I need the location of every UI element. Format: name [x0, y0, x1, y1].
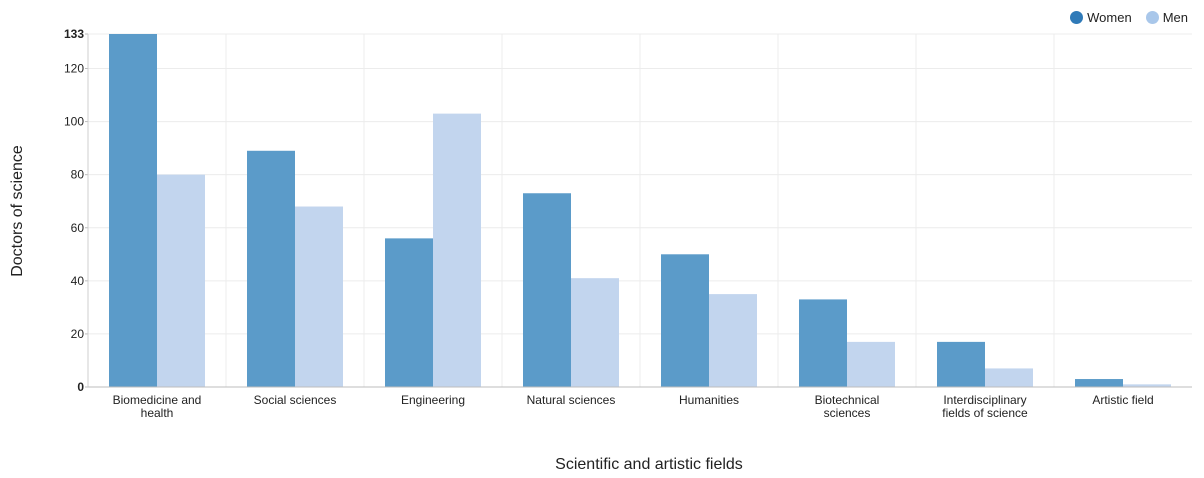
y-tick-label: 120	[64, 62, 84, 76]
legend-item-men[interactable]: Men	[1145, 10, 1188, 25]
y-tick-label: 20	[71, 327, 85, 341]
y-tick-label: 40	[71, 274, 85, 288]
bar-men[interactable]	[1123, 384, 1171, 387]
y-tick-label: 133	[64, 27, 84, 41]
bar-men[interactable]	[157, 174, 205, 387]
x-tick-label: Engineering	[401, 393, 465, 407]
y-axis: 0 20 40 60 80 100 120 133	[64, 27, 89, 394]
legend-swatch-women	[1070, 11, 1084, 24]
bar-women[interactable]	[799, 299, 847, 387]
legend-label-women: Women	[1087, 10, 1132, 25]
legend-swatch-men	[1145, 11, 1159, 24]
bar-men[interactable]	[847, 341, 895, 387]
bars-group	[109, 34, 1171, 388]
x-tick-label: Biomedicine and health	[113, 393, 202, 420]
bar-women[interactable]	[1075, 379, 1123, 387]
x-axis-title: Scientific and artistic fields	[555, 456, 743, 473]
bar-men[interactable]	[985, 368, 1033, 387]
y-tick-label: 60	[71, 221, 85, 235]
y-tick-label: 80	[71, 168, 85, 182]
x-tick-label: Humanities	[679, 393, 739, 407]
bar-women[interactable]	[937, 341, 985, 387]
bar-men[interactable]	[433, 113, 481, 388]
x-tick-label: Artistic field	[1092, 393, 1153, 407]
legend: Women Men	[1070, 10, 1188, 25]
x-tick-label: Biotechnical sciences	[815, 393, 880, 420]
bar-men[interactable]	[295, 206, 343, 387]
bar-women[interactable]	[661, 254, 709, 387]
bar-women[interactable]	[109, 34, 157, 387]
x-axis: Biomedicine and health Social sciences Engi…	[88, 386, 1192, 420]
y-axis-title: Doctors of science	[9, 145, 26, 277]
bar-women[interactable]	[523, 193, 571, 387]
x-tick-label: Social sciences	[254, 393, 337, 407]
bar-women[interactable]	[385, 238, 433, 387]
x-tick-label: Interdisciplinary fields of science	[942, 393, 1028, 420]
y-tick-label: 100	[64, 115, 84, 129]
bar-men[interactable]	[709, 294, 757, 387]
legend-item-women[interactable]: Women	[1070, 10, 1132, 25]
legend-label-men: Men	[1162, 10, 1188, 25]
bar-women[interactable]	[247, 150, 295, 387]
bar-men[interactable]	[571, 278, 619, 387]
x-tick-label: Natural sciences	[527, 393, 616, 407]
y-tick-label: 0	[77, 380, 84, 394]
